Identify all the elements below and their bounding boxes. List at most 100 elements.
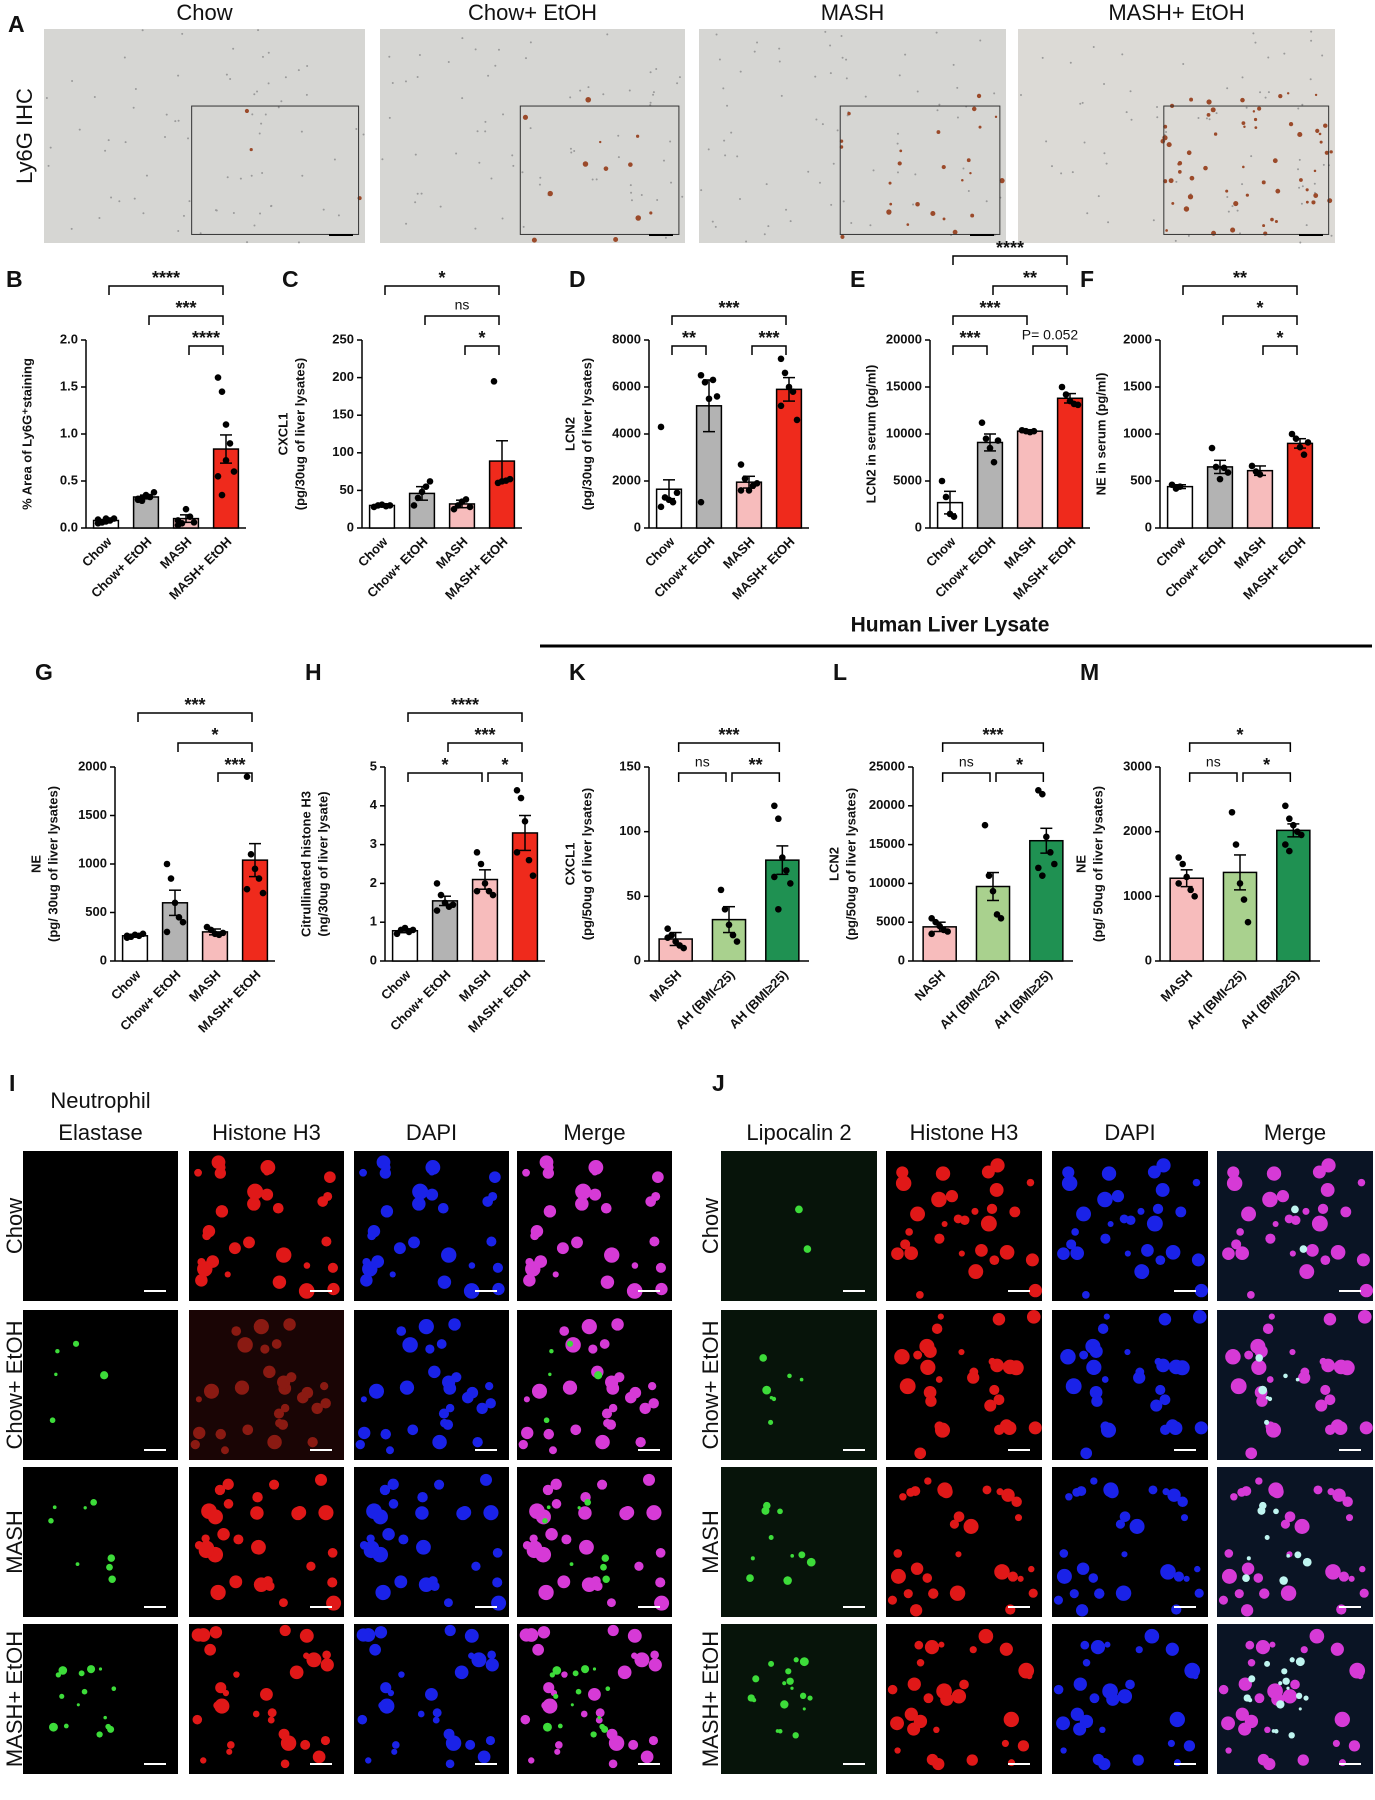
nucleus [1298, 186, 1301, 189]
cell [487, 1650, 496, 1660]
data-point [138, 497, 146, 505]
y-tick-label: 0 [100, 952, 107, 967]
cell [415, 1506, 429, 1520]
cell [492, 1262, 503, 1273]
cell [1282, 1689, 1298, 1704]
cell [1141, 1244, 1154, 1257]
cell [408, 1236, 420, 1249]
nucleus [1165, 130, 1168, 133]
data-point [1256, 471, 1264, 478]
cell [389, 1271, 396, 1278]
y-tick-label: 1500 [78, 807, 107, 822]
cell [646, 1505, 662, 1521]
sig-label: * [441, 755, 448, 775]
stain [999, 178, 1005, 184]
cell [451, 1372, 462, 1383]
cell [600, 1275, 615, 1289]
cell [234, 1380, 250, 1395]
cell [280, 1403, 290, 1413]
data-point [669, 498, 677, 506]
cell [588, 1344, 598, 1354]
cell [1338, 1571, 1350, 1582]
bar [775, 388, 803, 529]
cell [300, 1739, 311, 1750]
cell [485, 1398, 496, 1409]
cell [1119, 1511, 1131, 1522]
cell [802, 1707, 806, 1711]
micrograph [721, 1467, 877, 1617]
nucleus [225, 73, 228, 76]
stain [1286, 92, 1290, 95]
cell [252, 1491, 263, 1503]
nucleus [936, 109, 939, 112]
sig-label: * [1016, 755, 1023, 775]
cell [279, 1598, 288, 1608]
cell [799, 1377, 804, 1382]
sig-bracket [1242, 772, 1292, 782]
x-tick-label: MASH [157, 534, 195, 572]
cell [994, 1564, 1010, 1580]
cell [1230, 1493, 1238, 1501]
stain [1183, 206, 1190, 212]
cell [1311, 1215, 1328, 1232]
cell [778, 1729, 783, 1734]
cell [655, 1262, 666, 1273]
cell [356, 1628, 370, 1642]
y-tick-label: 20000 [886, 331, 922, 346]
bar [1166, 485, 1194, 529]
cell [575, 1183, 592, 1200]
cell [307, 1436, 318, 1448]
data-point [226, 440, 234, 447]
cell [771, 1396, 777, 1402]
nucleus [745, 240, 748, 243]
nucleus [474, 227, 477, 230]
cell [100, 1371, 109, 1380]
nucleus [260, 122, 263, 125]
nucleus [71, 80, 74, 83]
data-point [243, 773, 251, 780]
nucleus [649, 71, 652, 74]
nucleus [896, 132, 899, 135]
stain [840, 234, 845, 239]
data-point [673, 489, 681, 497]
cell [561, 1534, 572, 1545]
cell [1342, 1496, 1353, 1507]
cell [306, 1652, 322, 1668]
cell [1155, 1384, 1166, 1395]
cell [195, 1274, 208, 1287]
y-tick-label: 2000 [612, 472, 641, 487]
micrograph [354, 1151, 509, 1301]
nucleus [253, 224, 256, 227]
cell [327, 1577, 338, 1588]
data-point [1183, 873, 1190, 881]
x-tick-label: MASH [1231, 534, 1269, 572]
cell [228, 1242, 241, 1255]
cell [891, 1247, 904, 1261]
nucleus [1313, 182, 1316, 185]
cell [216, 1162, 226, 1172]
cell [327, 1282, 340, 1296]
sig-label: *** [184, 695, 205, 715]
data-point [793, 416, 801, 424]
cell [890, 1568, 906, 1584]
image-title: MASH [821, 0, 885, 25]
cell [1080, 1447, 1093, 1460]
cell [910, 1562, 924, 1575]
sig-bracket [995, 772, 1045, 782]
nucleus [381, 158, 384, 161]
y-tick-label: 0 [634, 519, 641, 534]
panel-letter: D [569, 266, 586, 292]
cell [194, 1541, 204, 1550]
panel-letter: L [833, 659, 847, 685]
cell [1348, 1740, 1361, 1752]
cell [549, 1446, 557, 1455]
data-point [781, 369, 789, 377]
data-point [737, 487, 745, 494]
cell [214, 1484, 226, 1496]
cell [935, 1376, 943, 1383]
cell [1165, 1642, 1179, 1656]
cell [391, 1748, 398, 1755]
data-point [1288, 430, 1296, 438]
cell [1173, 1571, 1185, 1582]
cell [971, 1207, 979, 1215]
